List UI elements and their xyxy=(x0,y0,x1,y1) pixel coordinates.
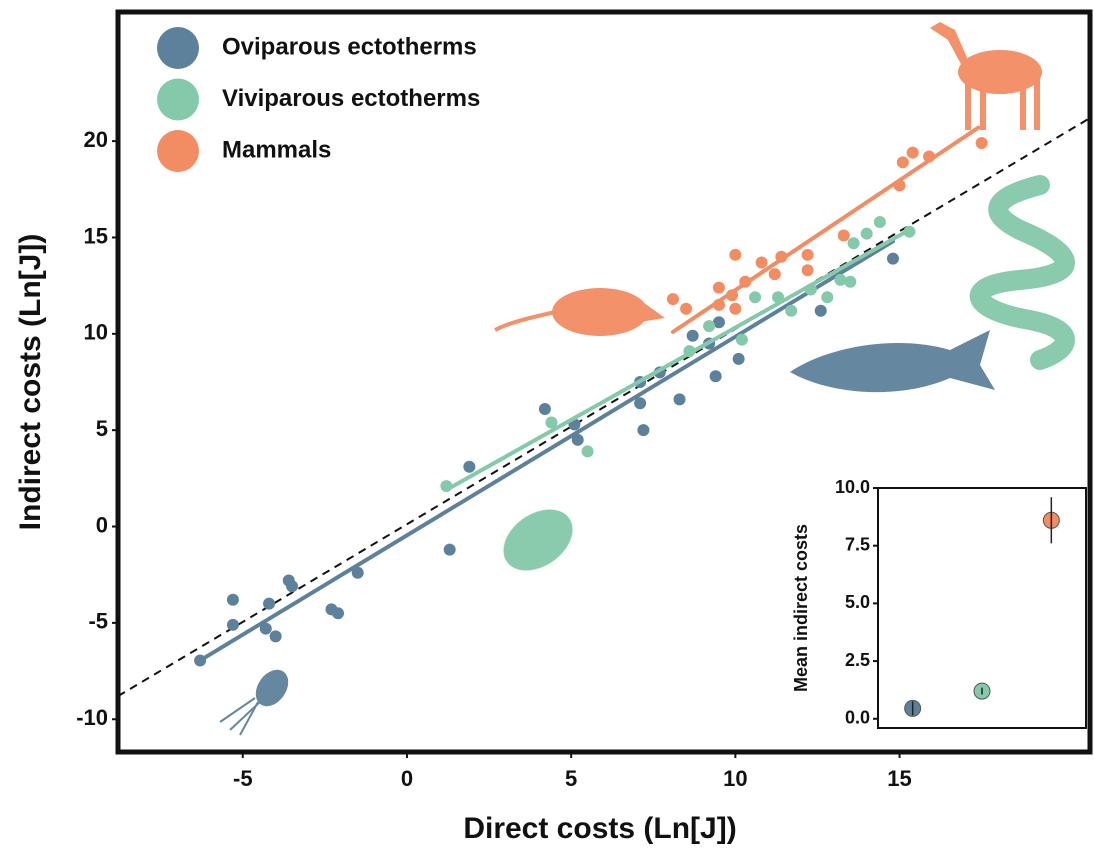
point xyxy=(683,345,695,357)
legend-marker xyxy=(157,79,199,121)
point xyxy=(572,434,584,446)
point xyxy=(785,305,797,317)
point xyxy=(894,179,906,191)
point xyxy=(976,137,988,149)
point xyxy=(713,282,725,294)
y-tick-label: 15 xyxy=(84,223,108,248)
legend-marker xyxy=(157,27,199,69)
point xyxy=(815,305,827,317)
point xyxy=(545,416,557,428)
point xyxy=(769,268,781,280)
point xyxy=(874,216,886,228)
point xyxy=(582,445,594,457)
point xyxy=(703,320,715,332)
point xyxy=(710,370,722,382)
point xyxy=(667,293,679,305)
fish-icon xyxy=(790,330,995,392)
inset-y-tick-label: 2.5 xyxy=(845,650,870,670)
point xyxy=(227,594,239,606)
legend-label: Viviparous ectotherms xyxy=(222,85,480,112)
legend-marker xyxy=(157,130,199,172)
point xyxy=(739,276,751,288)
point xyxy=(286,580,298,592)
chart: Direct costs (Ln[J]) Indirect costs (Ln[… xyxy=(0,0,1094,852)
point xyxy=(687,330,699,342)
point xyxy=(838,230,850,242)
point xyxy=(729,249,741,261)
point xyxy=(539,403,551,415)
point xyxy=(903,226,915,238)
point xyxy=(637,424,649,436)
y-tick-label: -5 xyxy=(88,609,108,634)
legend-label: Mammals xyxy=(222,136,331,163)
point xyxy=(227,619,239,631)
x-tick-label: 15 xyxy=(887,766,911,791)
point xyxy=(736,334,748,346)
fit-line xyxy=(200,241,893,660)
point xyxy=(260,623,272,635)
y-tick-label: -10 xyxy=(76,705,108,730)
point xyxy=(634,397,646,409)
x-tick-label: -5 xyxy=(233,766,253,791)
y-axis-label: Indirect costs (Ln[J]) xyxy=(14,234,47,531)
x-tick-label: 0 xyxy=(401,766,413,791)
point xyxy=(726,289,738,301)
point xyxy=(775,251,787,263)
point xyxy=(680,303,692,315)
point xyxy=(897,156,909,168)
inset-y-tick-label: 7.5 xyxy=(845,534,870,554)
point xyxy=(263,598,275,610)
point xyxy=(749,291,761,303)
snake-icon xyxy=(980,185,1065,360)
point xyxy=(270,630,282,642)
inset-y-tick-label: 5.0 xyxy=(845,592,870,612)
x-axis-label: Direct costs (Ln[J]) xyxy=(463,812,736,845)
point xyxy=(802,249,814,261)
point xyxy=(848,237,860,249)
inset-y-tick-label: 10.0 xyxy=(835,477,870,497)
shrew-icon xyxy=(495,288,665,336)
inset-y-tick-label: 0.0 xyxy=(845,708,870,728)
point xyxy=(923,151,935,163)
point xyxy=(802,264,814,276)
point xyxy=(821,291,833,303)
point xyxy=(844,276,856,288)
point xyxy=(861,228,873,240)
point xyxy=(463,461,475,473)
y-tick-label: 0 xyxy=(96,512,108,537)
legend-label: Oviparous ectotherms xyxy=(222,33,477,60)
y-tick-label: 10 xyxy=(84,320,108,345)
point xyxy=(729,303,741,315)
point xyxy=(805,284,817,296)
point xyxy=(887,253,899,265)
point xyxy=(352,567,364,579)
point xyxy=(440,480,452,492)
point xyxy=(756,257,768,269)
x-tick-label: 10 xyxy=(723,766,747,791)
deer-icon xyxy=(930,22,1042,130)
y-tick-label: 5 xyxy=(96,416,108,441)
y-tick-label: 20 xyxy=(84,127,108,152)
point xyxy=(733,353,745,365)
point xyxy=(194,654,206,666)
point xyxy=(907,147,919,159)
inset-y-axis-label: Mean indirect costs xyxy=(791,524,811,692)
point xyxy=(772,291,784,303)
point xyxy=(332,607,344,619)
point xyxy=(674,393,686,405)
copepod-icon xyxy=(220,664,295,735)
point xyxy=(713,299,725,311)
x-tick-label: 5 xyxy=(565,766,577,791)
mite-icon xyxy=(492,497,584,583)
point xyxy=(444,544,456,556)
